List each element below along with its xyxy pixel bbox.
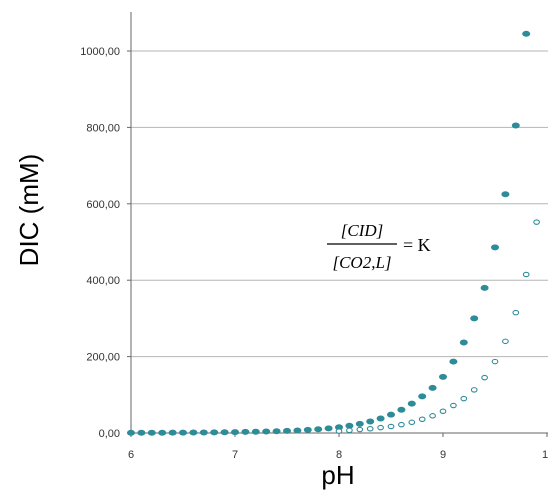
x-axis-label: pH xyxy=(321,460,354,490)
data-point-filled xyxy=(418,393,427,400)
data-point-filled xyxy=(179,429,187,436)
x-tick-labels: 6 7 8 9 1 xyxy=(128,449,548,461)
data-point-hollow xyxy=(398,421,405,428)
data-point-filled xyxy=(251,428,260,435)
data-point-filled xyxy=(293,427,302,434)
data-point-filled xyxy=(199,429,208,436)
data-point-filled xyxy=(345,422,354,429)
data-point-hollow xyxy=(491,358,499,365)
data-point-filled xyxy=(314,426,323,433)
y-tick-label: 400,00 xyxy=(86,275,120,287)
x-tick-label: 7 xyxy=(232,449,238,461)
data-point-filled xyxy=(470,315,479,322)
data-point-hollow xyxy=(481,374,488,381)
data-point-filled xyxy=(491,244,499,251)
data-point-filled xyxy=(231,429,239,436)
data-point-filled xyxy=(480,284,489,291)
data-point-hollow xyxy=(439,408,447,414)
data-point-filled xyxy=(439,373,447,380)
data-point-filled xyxy=(241,428,250,435)
data-point-filled xyxy=(272,428,281,435)
formula-annotation: [CID] [CO2,L] = K xyxy=(327,221,431,272)
grid-lines xyxy=(131,50,548,358)
y-tick-label: 0,00 xyxy=(99,428,120,440)
data-point-filled xyxy=(501,191,510,198)
data-point-filled xyxy=(189,429,198,436)
data-point-hollow xyxy=(522,271,530,278)
data-point-filled xyxy=(428,384,437,391)
data-point-hollow xyxy=(346,427,353,434)
x-tick-label: 1 xyxy=(542,449,548,461)
formula-numerator: [CID] xyxy=(341,221,384,240)
data-point-filled xyxy=(324,425,333,432)
y-tick-labels: 0,00 200,00 400,00 600,00 800,00 1000,00 xyxy=(80,46,120,440)
data-point-filled xyxy=(522,30,531,37)
data-point-filled xyxy=(137,429,146,436)
formula-denominator: [CO2,L] xyxy=(332,253,391,272)
data-points xyxy=(127,30,540,436)
data-point-hollow xyxy=(377,424,384,431)
x-tick-label: 9 xyxy=(440,449,446,461)
data-point-filled xyxy=(355,420,364,427)
data-point-filled xyxy=(387,411,395,418)
data-point-filled xyxy=(220,429,229,436)
data-point-filled xyxy=(511,122,520,129)
formula-rhs: = K xyxy=(403,235,431,255)
y-tick-label: 800,00 xyxy=(86,122,120,134)
data-point-filled xyxy=(376,415,385,422)
data-point-filled xyxy=(283,427,291,434)
x-tick-label: 8 xyxy=(336,449,342,461)
data-point-filled xyxy=(366,418,375,425)
data-point-filled xyxy=(127,429,135,436)
data-point-hollow xyxy=(470,387,478,393)
data-point-filled xyxy=(158,429,167,436)
data-point-hollow xyxy=(502,338,509,345)
data-point-hollow xyxy=(366,426,374,432)
y-tick-label: 1000,00 xyxy=(80,46,120,58)
data-point-hollow xyxy=(335,428,343,434)
data-point-hollow xyxy=(408,419,416,426)
data-point-hollow xyxy=(429,413,436,419)
data-point-filled xyxy=(459,339,468,346)
data-point-hollow xyxy=(418,416,426,422)
data-point-hollow xyxy=(356,426,364,433)
x-tick-label: 6 xyxy=(128,449,134,461)
data-point-filled xyxy=(397,406,406,413)
data-point-hollow xyxy=(387,423,395,430)
data-point-filled xyxy=(147,429,156,436)
data-point-filled xyxy=(449,358,458,365)
data-point-hollow xyxy=(450,402,457,409)
data-point-hollow xyxy=(512,309,520,316)
axes xyxy=(127,12,548,437)
data-point-filled xyxy=(303,426,312,433)
data-point-filled xyxy=(407,400,416,407)
y-tick-label: 600,00 xyxy=(86,199,120,211)
data-point-filled xyxy=(210,429,219,436)
y-tick-label: 200,00 xyxy=(86,352,120,364)
data-point-hollow xyxy=(533,219,540,225)
data-point-filled xyxy=(262,428,271,435)
data-point-filled xyxy=(168,429,177,436)
y-axis-label: DIC (mM) xyxy=(14,154,44,267)
data-point-hollow xyxy=(460,395,468,402)
